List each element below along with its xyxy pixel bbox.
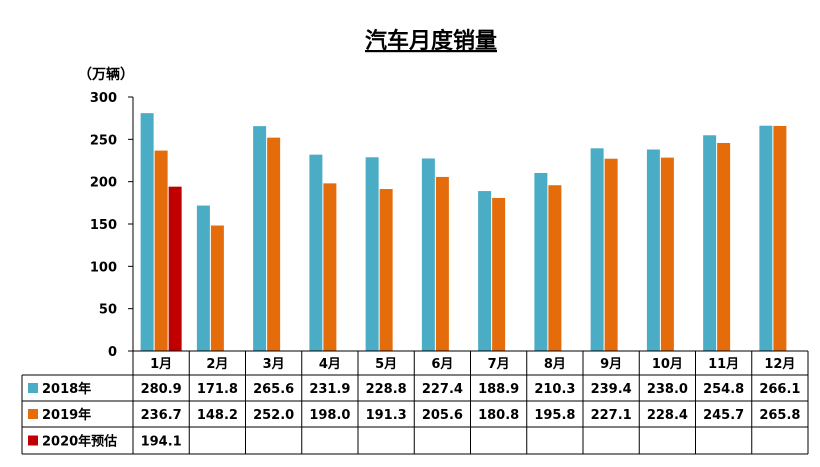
data-label: 228.4 <box>647 408 688 423</box>
bar-2019年-1月 <box>154 150 168 351</box>
data-label: 239.4 <box>591 382 632 397</box>
x-tick-label: 2月 <box>206 357 228 372</box>
bar-2019年-5月 <box>379 189 393 351</box>
bar-2019年-6月 <box>435 176 449 351</box>
legend-entry: 2018年 <box>42 381 91 397</box>
bar-2018年-12月 <box>759 125 773 351</box>
data-table: 1月 2月 3月 4月 5月 6月 7月 8月 9月 10月 11月 12月 2018年 280.9 171… <box>21 350 809 455</box>
data-label: 198.0 <box>309 408 350 423</box>
bar-2019年-11月 <box>717 142 731 351</box>
y-tick-label: 250 <box>90 133 117 148</box>
bar-2018年-4月 <box>309 154 323 351</box>
bar-2018年-5月 <box>365 157 379 351</box>
data-label: 228.8 <box>366 382 407 397</box>
bar-2018年-9月 <box>590 148 604 351</box>
y-axis: 300 250 200 150 100 50 0 <box>90 91 134 360</box>
legend-entry: 2019年 <box>42 407 91 423</box>
bar-2019年-2月 <box>210 225 224 351</box>
data-label: 254.8 <box>703 382 744 397</box>
data-label: 238.0 <box>647 382 688 397</box>
data-label: 188.9 <box>478 382 519 397</box>
x-tick-label: 4月 <box>319 357 341 372</box>
x-tick-label: 5月 <box>375 357 397 372</box>
data-label: 194.1 <box>141 435 182 450</box>
bars-area <box>140 113 787 352</box>
x-tick-label: 1月 <box>150 357 172 372</box>
y-tick-label: 50 <box>99 303 117 318</box>
data-label: 236.7 <box>141 408 182 423</box>
bar-2018年-10月 <box>646 149 660 351</box>
bar-2018年-7月 <box>478 191 492 351</box>
bar-2018年-6月 <box>421 158 435 351</box>
bar-2019年-10月 <box>660 157 674 351</box>
x-tick-label: 6月 <box>431 357 453 372</box>
data-label: 205.6 <box>422 408 463 423</box>
legend-entry: 2020年预估 <box>42 434 117 450</box>
data-label: 265.8 <box>759 408 800 423</box>
x-tick-label: 3月 <box>263 357 285 372</box>
x-tick-label: 10月 <box>652 357 683 372</box>
data-label: 195.8 <box>534 408 575 423</box>
y-tick-label: 0 <box>108 345 117 360</box>
chart-title: 汽车月度销量 <box>365 28 497 54</box>
data-label: 265.6 <box>253 382 294 397</box>
bar-2019年-9月 <box>604 158 618 351</box>
x-tick-label: 11月 <box>708 357 739 372</box>
bar-2018年-11月 <box>703 135 717 351</box>
bar-2018年-1月 <box>140 113 154 351</box>
data-label: 148.2 <box>197 408 238 423</box>
data-label: 266.1 <box>759 382 800 397</box>
data-label: 280.9 <box>141 382 182 397</box>
y-axis-unit-label: （万辆） <box>78 66 134 83</box>
legend-swatch <box>28 435 38 446</box>
x-tick-label: 9月 <box>600 357 622 372</box>
y-tick-label: 300 <box>90 91 117 106</box>
legend-swatch <box>28 409 38 419</box>
data-label: 227.1 <box>591 408 632 423</box>
data-label: 191.3 <box>366 408 407 423</box>
bar-2019年-7月 <box>492 197 506 351</box>
legend-swatch <box>28 383 38 393</box>
data-label: 180.8 <box>478 408 519 423</box>
bar-2019年-3月 <box>267 137 281 351</box>
bar-2019年-12月 <box>773 125 787 352</box>
bar-2018年-8月 <box>534 172 548 351</box>
data-label: 227.4 <box>422 382 463 397</box>
data-label: 210.3 <box>534 382 575 397</box>
data-label: 231.9 <box>309 382 350 397</box>
bar-2018年-3月 <box>253 126 267 351</box>
data-label: 245.7 <box>703 408 744 423</box>
bar-2019年-4月 <box>323 183 337 351</box>
y-tick-label: 200 <box>90 176 117 191</box>
x-tick-label: 8月 <box>544 357 566 372</box>
y-tick-label: 100 <box>90 260 117 275</box>
bar-2020年预估-1月 <box>168 186 182 351</box>
x-tick-label: 7月 <box>488 357 510 372</box>
x-tick-label: 12月 <box>764 357 795 372</box>
y-tick-label: 150 <box>90 218 117 233</box>
bar-2019年-8月 <box>548 185 562 351</box>
bar-2018年-2月 <box>196 205 210 351</box>
data-label: 171.8 <box>197 382 238 397</box>
data-label: 252.0 <box>253 408 294 423</box>
